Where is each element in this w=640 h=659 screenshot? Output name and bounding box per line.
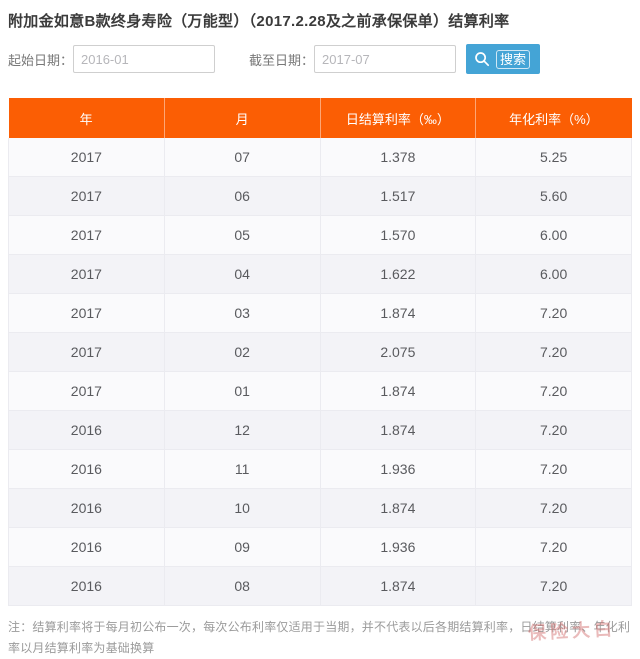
cell-daily-rate: 1.517 (319, 176, 477, 216)
table-row: 2017 04 1.622 6.00 (8, 254, 632, 294)
table-row: 2016 09 1.936 7.20 (8, 527, 632, 567)
column-header-daily-rate: 日结算利率（‰） (319, 98, 476, 138)
cell-year: 2017 (8, 138, 165, 177)
cell-month: 01 (163, 371, 321, 411)
cell-daily-rate: 1.936 (319, 527, 477, 567)
table-row: 2017 05 1.570 6.00 (8, 215, 632, 255)
table-row: 2017 01 1.874 7.20 (8, 371, 632, 411)
column-header-year: 年 (8, 98, 165, 138)
cell-month: 05 (163, 215, 321, 255)
cell-year: 2016 (8, 566, 165, 606)
cell-annualized-rate: 7.20 (475, 410, 632, 450)
cell-month: 11 (163, 449, 321, 489)
search-button[interactable]: 搜索 (466, 44, 541, 74)
table-row: 2016 11 1.936 7.20 (8, 449, 632, 489)
footnote: 注：结算利率将于每月初公布一次，每次公布利率仅适用于当期，并不代表以后各期结算利… (8, 620, 631, 655)
cell-daily-rate: 1.936 (319, 449, 477, 489)
cell-annualized-rate: 7.20 (475, 371, 632, 411)
cell-year: 2017 (8, 371, 165, 411)
cell-daily-rate: 1.570 (319, 215, 477, 255)
magnifier-icon (474, 51, 490, 67)
cell-year: 2016 (8, 488, 165, 528)
cell-year: 2016 (8, 527, 165, 567)
end-date-label: 截至日期： (249, 52, 315, 68)
cell-annualized-rate: 7.20 (475, 332, 632, 372)
cell-month: 02 (163, 332, 321, 372)
cell-annualized-rate: 7.20 (475, 566, 632, 606)
cell-annualized-rate: 6.00 (475, 254, 632, 294)
cell-daily-rate: 1.378 (319, 138, 477, 177)
cell-month: 08 (163, 566, 321, 606)
cell-month: 07 (163, 138, 321, 177)
table-row: 2017 06 1.517 5.60 (8, 176, 632, 216)
cell-month: 03 (163, 293, 321, 333)
cell-year: 2016 (8, 449, 165, 489)
cell-annualized-rate: 7.20 (475, 449, 632, 489)
settlement-rates-table: 年 月 日结算利率（‰） 年化利率（%） 2017 07 1.378 5.25 2017… (8, 98, 632, 606)
table-row: 2016 08 1.874 7.20 (8, 566, 632, 606)
cell-annualized-rate: 5.25 (475, 138, 632, 177)
cell-year: 2017 (8, 176, 165, 216)
cell-month: 10 (163, 488, 321, 528)
cell-year: 2017 (8, 215, 165, 255)
cell-annualized-rate: 7.20 (475, 293, 632, 333)
cell-daily-rate: 2.075 (319, 332, 477, 372)
end-date-input[interactable] (314, 45, 457, 73)
cell-year: 2016 (8, 410, 165, 450)
table-row: 2017 02 2.075 7.20 (8, 332, 632, 372)
cell-month: 12 (163, 410, 321, 450)
cell-daily-rate: 1.874 (319, 293, 477, 333)
cell-daily-rate: 1.874 (319, 410, 477, 450)
cell-annualized-rate: 7.20 (475, 527, 632, 567)
cell-year: 2017 (8, 254, 165, 294)
cell-annualized-rate: 5.60 (475, 176, 632, 216)
table-row: 2016 10 1.874 7.20 (8, 488, 632, 528)
column-header-month: 月 (163, 98, 320, 138)
table-row: 2017 07 1.378 5.25 (8, 138, 632, 177)
cell-daily-rate: 1.622 (319, 254, 477, 294)
cell-month: 04 (163, 254, 321, 294)
cell-daily-rate: 1.874 (319, 371, 477, 411)
table-row: 2017 03 1.874 7.20 (8, 293, 632, 333)
column-header-annualized-rate: 年化利率（%） (475, 98, 632, 138)
start-date-label: 起始日期： (8, 52, 74, 68)
table-header-row: 年 月 日结算利率（‰） 年化利率（%） (8, 98, 632, 138)
cell-year: 2017 (8, 293, 165, 333)
cell-year: 2017 (8, 332, 165, 372)
cell-month: 06 (163, 176, 321, 216)
start-date-input[interactable] (73, 45, 216, 73)
cell-daily-rate: 1.874 (319, 566, 477, 606)
cell-annualized-rate: 7.20 (475, 488, 632, 528)
cell-month: 09 (163, 527, 321, 567)
table-row: 2016 12 1.874 7.20 (8, 410, 632, 450)
cell-annualized-rate: 6.00 (475, 215, 632, 255)
search-button-label: 搜索 (496, 49, 531, 69)
filter-bar: 起始日期： 截至日期： 搜索 (8, 44, 632, 74)
page-title: 附加金如意B款终身寿险（万能型）（2017.2.28及之前承保保单）结算利率 (8, 13, 510, 30)
cell-daily-rate: 1.874 (319, 488, 477, 528)
